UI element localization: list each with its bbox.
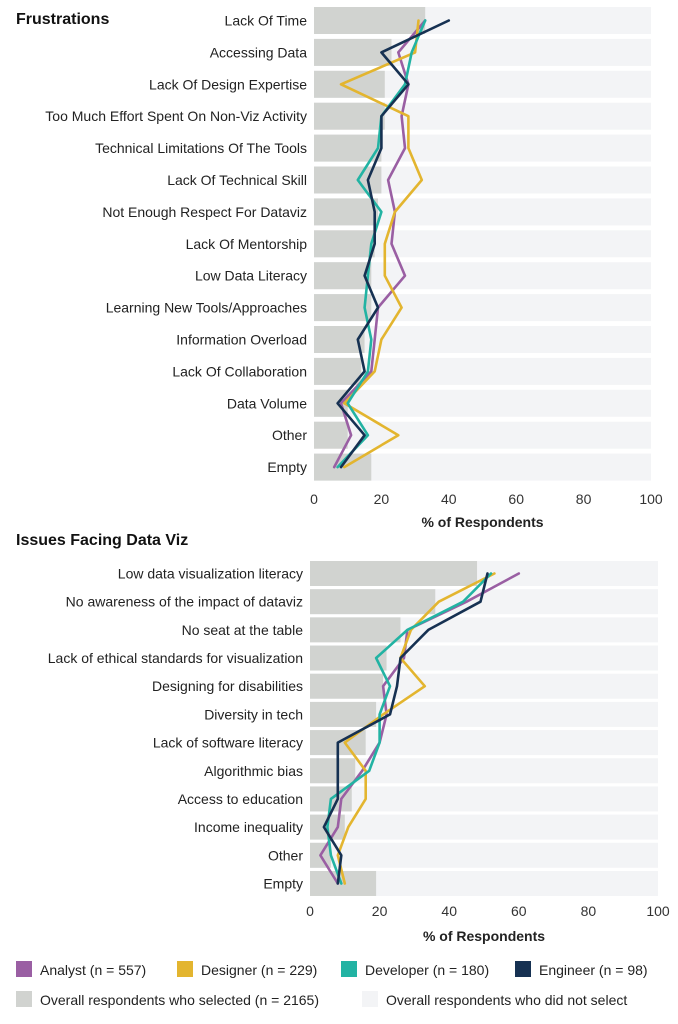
legend-swatch-analyst — [16, 961, 32, 977]
bar-designing-for-disabilities — [310, 673, 384, 699]
bar-not-enough-respect-for-dataviz — [314, 198, 379, 226]
category-label: Accessing Data — [210, 44, 307, 60]
x-tick-label: 20 — [372, 903, 388, 919]
chart-title: Frustrations — [16, 11, 109, 28]
category-label: Empty — [263, 875, 303, 891]
band-data-volume — [314, 389, 651, 417]
category-label: Empty — [267, 459, 307, 475]
category-label: Diversity in tech — [204, 706, 303, 722]
x-tick-label: 80 — [576, 491, 592, 507]
x-axis-label: % of Respondents — [421, 514, 543, 530]
category-label: Low data visualization literacy — [118, 566, 303, 582]
bar-lack-of-time — [314, 7, 426, 34]
band-other — [314, 421, 651, 449]
legend-label: Overall respondents who selected (n = 21… — [40, 992, 319, 1008]
bar-diversity-in-tech — [310, 701, 377, 727]
band-access-to-education — [310, 786, 658, 812]
category-label: Lack of software literacy — [153, 735, 303, 751]
bar-accessing-data — [314, 38, 392, 66]
bar-no-awareness-of-the-impact-of-dataviz — [310, 589, 436, 615]
frustrations-chart: Frustrations Lack Of Time Accessing Data La… — [16, 7, 663, 530]
legend-label: Analyst (n = 557) — [40, 962, 146, 978]
x-tick-label: 60 — [511, 903, 527, 919]
bar-too-much-effort-spent-on-non-viz-activity — [314, 102, 385, 130]
category-label: Data Volume — [227, 395, 307, 411]
category-label: Lack Of Technical Skill — [167, 172, 307, 188]
legend: Analyst (n = 557) Designer (n = 229) Devel… — [16, 961, 648, 1008]
legend-label: Overall respondents who did not select — [386, 992, 627, 1008]
bar-low-data-visualization-literacy — [310, 561, 478, 586]
category-label: Algorithmic bias — [204, 763, 303, 779]
x-tick-label: 40 — [441, 491, 457, 507]
legend-label: Designer (n = 229) — [201, 962, 317, 978]
chart-title: Issues Facing Data Viz — [16, 532, 188, 549]
band-lack-of-software-literacy — [310, 730, 658, 756]
category-label: Designing for disabilities — [152, 678, 303, 694]
series-line-analyst — [332, 19, 427, 469]
x-tick-label: 60 — [508, 491, 524, 507]
legend-swatch-developer — [341, 961, 357, 977]
x-tick-label: 100 — [646, 903, 670, 919]
x-tick-label: 80 — [581, 903, 597, 919]
legend-swatch-selected — [16, 991, 32, 1007]
category-label: Other — [268, 847, 303, 863]
legend-label: Developer (n = 180) — [365, 962, 489, 978]
band-other — [310, 842, 658, 868]
bar-lack-of-design-expertise — [314, 70, 385, 98]
category-label: No seat at the table — [182, 622, 304, 638]
series-line-engineer — [322, 572, 489, 885]
bar-algorithmic-bias — [310, 758, 356, 784]
x-tick-label: 20 — [374, 491, 390, 507]
legend-swatch-engineer — [515, 961, 531, 977]
category-label: No awareness of the impact of dataviz — [66, 594, 303, 610]
x-tick-label: 0 — [310, 491, 318, 507]
legend-label: Engineer (n = 98) — [539, 962, 648, 978]
category-label: Lack Of Mentorship — [186, 236, 308, 252]
bar-lack-of-collaboration — [314, 357, 362, 385]
band-income-inequality — [310, 814, 658, 840]
x-tick-label: 40 — [441, 903, 457, 919]
series-line-developer — [336, 19, 427, 469]
x-tick-label: 0 — [306, 903, 314, 919]
bar-lack-of-ethical-standards-for-visualization — [310, 645, 387, 671]
legend-swatch-unselected — [362, 991, 378, 1007]
bar-information-overload — [314, 326, 365, 353]
bar-learning-new-tools-approaches — [314, 294, 372, 322]
category-label: Information Overload — [176, 332, 307, 348]
legend-swatch-designer — [177, 961, 193, 977]
category-label: Too Much Effort Spent On Non-Viz Activit… — [45, 108, 307, 124]
category-label: Technical Limitations Of The Tools — [95, 140, 307, 156]
series-line-engineer — [336, 19, 451, 469]
bar-other — [314, 421, 348, 449]
issues-facing-data-viz-chart: Issues Facing Data Viz Low data visualiza… — [16, 532, 670, 944]
category-label: Lack Of Design Expertise — [149, 76, 307, 92]
category-label: Lack Of Collaboration — [172, 363, 307, 379]
category-label: Learning New Tools/Approaches — [106, 300, 307, 316]
bar-no-seat-at-the-table — [310, 617, 401, 643]
category-label: Other — [272, 427, 307, 443]
category-label: Lack Of Time — [225, 13, 308, 29]
category-label: Income inequality — [194, 819, 303, 835]
category-label: Not Enough Respect For Dataviz — [102, 204, 307, 220]
bar-lack-of-mentorship — [314, 230, 375, 258]
category-label: Lack of ethical standards for visualizat… — [48, 650, 303, 666]
category-label: Access to education — [178, 791, 303, 807]
bar-technical-limitations-of-the-tools — [314, 134, 382, 162]
category-label: Low Data Literacy — [195, 268, 307, 284]
x-tick-label: 100 — [639, 491, 663, 507]
x-axis-label: % of Respondents — [423, 928, 545, 944]
bar-low-data-literacy — [314, 262, 372, 290]
